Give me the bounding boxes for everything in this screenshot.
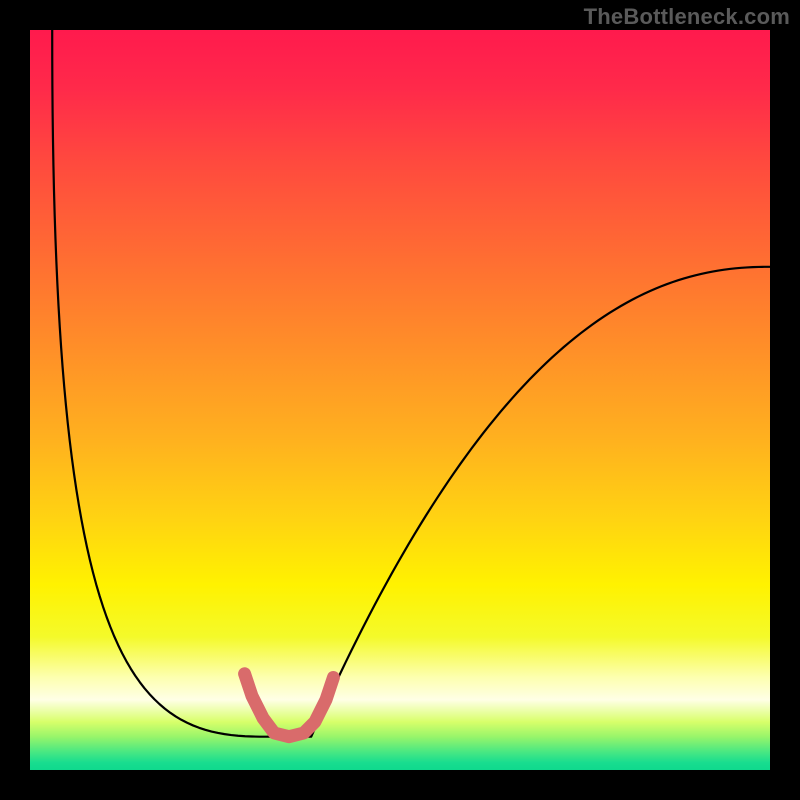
bottleneck-chart [0, 0, 800, 800]
plot-background [30, 30, 770, 770]
watermark-text: TheBottleneck.com [584, 4, 790, 30]
